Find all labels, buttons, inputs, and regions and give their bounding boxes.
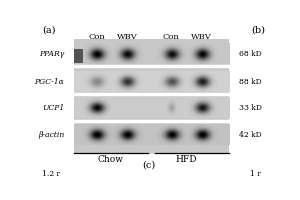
Text: PPARγ: PPARγ (39, 50, 64, 58)
Text: UCP1: UCP1 (42, 104, 64, 112)
Text: PGC-1α: PGC-1α (34, 78, 64, 86)
Text: Chow: Chow (98, 155, 124, 164)
Text: 33 kD: 33 kD (239, 104, 262, 112)
Text: (a): (a) (42, 26, 56, 35)
Text: Con: Con (88, 33, 105, 41)
FancyBboxPatch shape (74, 49, 83, 62)
Text: (b): (b) (251, 26, 266, 35)
FancyBboxPatch shape (74, 39, 229, 154)
Text: 1 r: 1 r (250, 170, 261, 178)
Text: β-actin: β-actin (38, 131, 64, 139)
Text: 42 kD: 42 kD (239, 131, 262, 139)
Text: Con: Con (163, 33, 180, 41)
Text: 1.2 r: 1.2 r (42, 170, 60, 178)
Text: WBV: WBV (191, 33, 212, 41)
Text: WBV: WBV (117, 33, 137, 41)
Text: HFD: HFD (176, 155, 197, 164)
Text: 88 kD: 88 kD (239, 78, 262, 86)
Text: (c): (c) (142, 160, 156, 169)
Text: 68 kD: 68 kD (239, 50, 262, 58)
